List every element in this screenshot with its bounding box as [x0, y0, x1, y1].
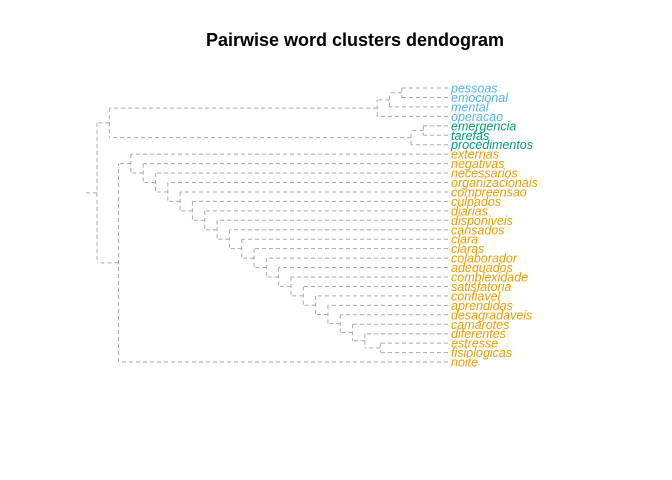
- leaf-label-necessarios: necessarios: [451, 167, 518, 181]
- leaf-label-camarotes: camarotes: [451, 318, 509, 332]
- leaf-label-emocional: emocional: [451, 91, 509, 105]
- dendrogram-branches: [85, 87, 448, 363]
- leaf-label-organizacionais: organizacionais: [451, 176, 538, 190]
- leaf-label-operacao: operacao: [451, 110, 503, 124]
- leaf-label-diarias: diarias: [451, 204, 488, 218]
- leaf-label-externas: externas: [451, 148, 499, 162]
- leaf-label-emergencia: emergencia: [451, 119, 516, 133]
- leaf-label-disponiveis: disponiveis: [451, 214, 513, 228]
- leaf-label-adequados: adequados: [451, 261, 513, 275]
- leaf-label-desagradaveis: desagradaveis: [451, 308, 532, 322]
- leaf-label-diferentes: diferentes: [451, 327, 506, 341]
- leaf-label-clara: clara: [451, 233, 478, 247]
- dendrogram-leaf-labels: pessoasemocionalmentaloperacaoemergencia…: [450, 82, 538, 370]
- leaf-label-satisfatoria: satisfatoria: [451, 280, 511, 294]
- leaf-label-negativas: negativas: [451, 157, 505, 171]
- leaf-label-cansados: cansados: [451, 223, 505, 237]
- leaf-label-mental: mental: [451, 100, 490, 114]
- leaf-label-estresse: estresse: [451, 337, 498, 351]
- leaf-label-tarefas: tarefas: [451, 129, 489, 143]
- leaf-label-procedimentos: procedimentos: [450, 138, 533, 152]
- leaf-label-culpados: culpados: [451, 195, 501, 209]
- leaf-label-complexidade: complexidade: [451, 271, 528, 285]
- leaf-label-confiavel: confiavel: [451, 289, 502, 303]
- leaf-label-aprendidas: aprendidas: [451, 299, 513, 313]
- leaf-label-compreensao: compreensao: [451, 185, 527, 199]
- leaf-label-pessoas: pessoas: [450, 82, 498, 96]
- leaf-label-colaborador: colaborador: [451, 252, 518, 266]
- leaf-label-claras: claras: [451, 242, 484, 256]
- chart-title: Pairwise word clusters dendogram: [205, 30, 505, 50]
- leaf-label-fisiologicas: fisiologicas: [451, 346, 512, 360]
- leaf-label-noite: noite: [451, 356, 478, 370]
